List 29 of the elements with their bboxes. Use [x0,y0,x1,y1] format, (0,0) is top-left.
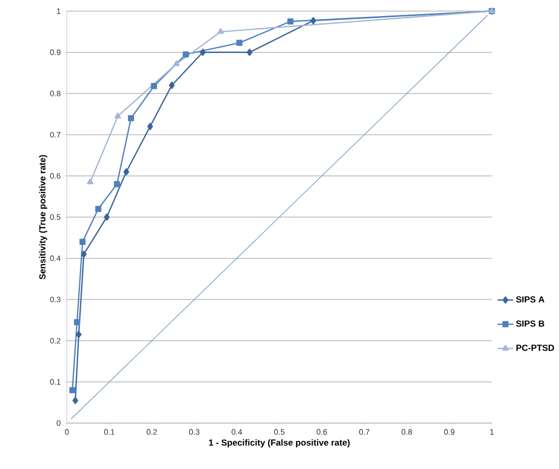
point [123,168,130,176]
point [128,115,134,122]
y-axis-title: Sensitivity (True positive rate) [39,155,48,280]
point [69,387,76,394]
point [79,238,86,246]
point [80,250,87,258]
point [182,52,189,58]
point [104,214,110,221]
point [150,83,158,90]
point [236,40,242,46]
point [74,319,80,326]
legend-label: SIPS B [516,320,544,327]
point [173,60,180,66]
x-axis-title: 1 - Specificity (False positive rate) [209,439,350,448]
point [114,112,122,119]
point [246,48,252,56]
point [287,18,294,25]
legend-label: SIPS A [516,296,544,303]
legend-label: PC-PTSD [516,344,554,352]
point [76,331,82,338]
point [310,17,316,24]
point [200,48,206,56]
point [114,181,120,188]
point [168,82,175,90]
point [72,397,78,404]
point [86,178,94,184]
point [147,123,153,130]
point [217,28,224,34]
point [95,206,102,212]
